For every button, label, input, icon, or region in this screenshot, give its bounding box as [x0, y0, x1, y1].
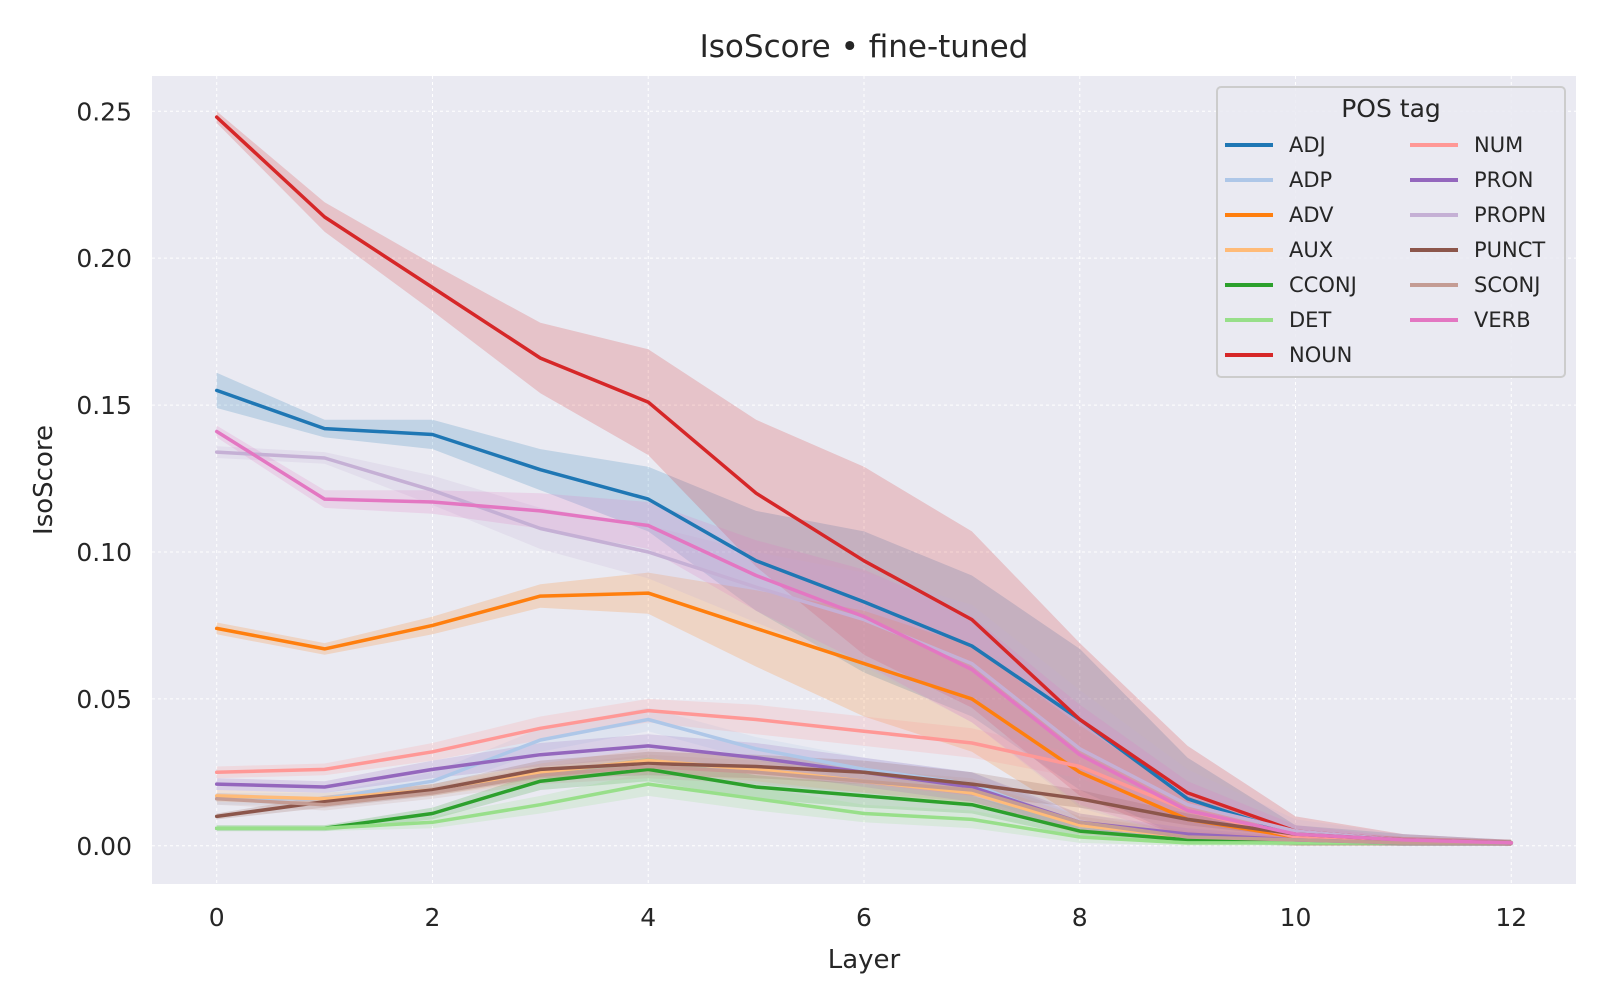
- legend-label-det: DET: [1289, 308, 1331, 332]
- band-pron: [216, 734, 1512, 846]
- x-tick-label: 0: [209, 903, 225, 932]
- band-adv: [216, 572, 1512, 846]
- legend-label-sconj: SCONJ: [1474, 273, 1540, 297]
- legend: POS tag ADJ ADP ADV AUX CCONJ DET NOUN NUM PRON P…: [1216, 86, 1566, 378]
- x-axis-label: Layer: [828, 945, 901, 975]
- line-sconj: [214, 764, 1514, 845]
- legend-label-num: NUM: [1474, 133, 1523, 157]
- legend-items: ADJ ADP ADV AUX CCONJ DET NOUN NUM PRON PROPN PUNC…: [1225, 133, 1546, 367]
- legend-label-propn: PROPN: [1474, 203, 1546, 227]
- x-tick-label: 10: [1280, 903, 1312, 932]
- line-num: [214, 708, 1514, 845]
- x-tick-label: 4: [640, 903, 656, 932]
- legend-box: [1216, 86, 1566, 378]
- band-noun: [216, 111, 1512, 846]
- y-tick-label: 0.10: [76, 538, 132, 567]
- band-det: [216, 772, 1512, 846]
- legend-title: POS tag: [1341, 94, 1441, 123]
- legend-label-adp: ADP: [1289, 168, 1332, 192]
- y-tick-label: 0.20: [76, 244, 132, 273]
- band-adj: [216, 372, 1512, 846]
- legend-label-verb: VERB: [1474, 308, 1531, 332]
- series-lines: [214, 115, 1514, 845]
- y-tick-label: 0.05: [76, 685, 132, 714]
- y-tick-label: 0.00: [76, 832, 132, 861]
- grid-lines: [152, 76, 1576, 884]
- band-verb: [216, 425, 1512, 846]
- line-propn: [214, 450, 1514, 845]
- legend-label-cconj: CCONJ: [1289, 273, 1357, 297]
- y-axis-label: IsoScore: [29, 425, 59, 535]
- legend-label-adj: ADJ: [1289, 133, 1326, 157]
- legend-label-aux: AUX: [1289, 238, 1333, 262]
- legend-label-punct: PUNCT: [1474, 238, 1545, 262]
- legend-label-noun: NOUN: [1289, 343, 1352, 367]
- x-axis-ticks: 0 2 4 6 8 10 12: [209, 903, 1527, 932]
- legend-label-pron: PRON: [1474, 168, 1534, 192]
- band-adp: [216, 707, 1512, 846]
- line-verb: [214, 429, 1514, 845]
- y-tick-label: 0.15: [76, 391, 132, 420]
- band-sconj: [216, 754, 1512, 846]
- legend-label-adv: ADV: [1289, 203, 1334, 227]
- x-tick-label: 8: [1072, 903, 1088, 932]
- y-axis-ticks: 0.00 0.05 0.10 0.15 0.20 0.25: [76, 97, 132, 861]
- x-tick-label: 12: [1495, 903, 1527, 932]
- x-tick-label: 2: [425, 903, 441, 932]
- x-tick-label: 6: [856, 903, 872, 932]
- line-det: [214, 782, 1514, 845]
- y-tick-label: 0.25: [76, 97, 132, 126]
- band-propn: [216, 446, 1512, 846]
- chart-title: IsoScore • fine-tuned: [700, 29, 1029, 65]
